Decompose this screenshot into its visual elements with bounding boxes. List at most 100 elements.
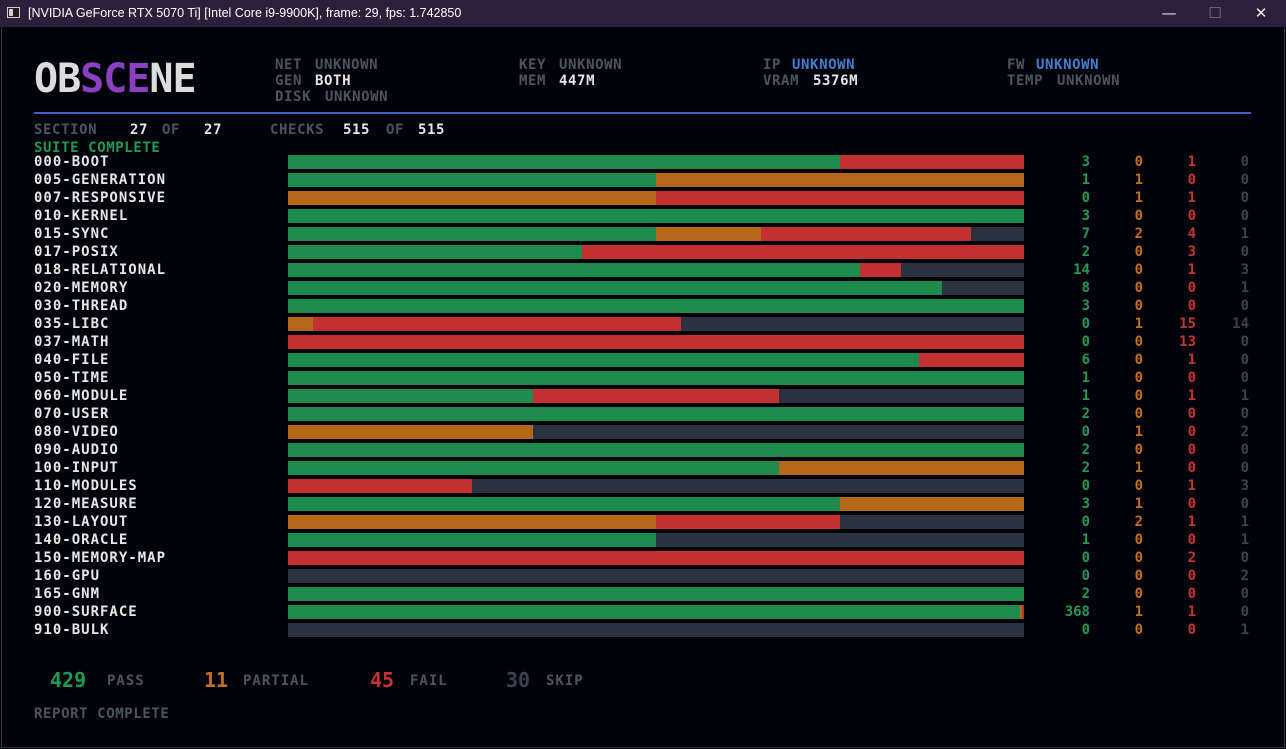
row-partial-count: 0 (1134, 550, 1143, 566)
close-button[interactable]: ✕ (1254, 4, 1268, 22)
row-pass-count: 3 (1081, 496, 1090, 512)
row-skip-count: 0 (1240, 460, 1249, 476)
row-skip-count: 0 (1240, 154, 1249, 170)
bar-segment-fail (860, 263, 902, 277)
bar-segment-fail (918, 353, 1024, 367)
test-row-bar (288, 281, 1024, 295)
bar-segment-pass (288, 587, 1024, 601)
row-fail-count: 15 (1179, 316, 1196, 332)
row-partial-count: 1 (1134, 604, 1143, 620)
maximize-button[interactable]: ☐ (1208, 4, 1222, 22)
checks-label: CHECKS (270, 122, 325, 138)
row-skip-count: 0 (1240, 586, 1249, 602)
row-skip-count: 3 (1240, 262, 1249, 278)
bar-segment-pass (288, 245, 583, 259)
bar-segment-pass (288, 407, 1024, 421)
test-row-bar (288, 245, 1024, 259)
row-fail-count: 1 (1187, 190, 1196, 206)
gen-value: BOTH (315, 73, 352, 89)
test-row-bar (288, 605, 1024, 619)
net-label: NET (275, 57, 303, 73)
bar-segment-fail (312, 317, 681, 331)
summary-partial-label: PARTIAL (243, 673, 310, 689)
bar-segment-fail (1022, 605, 1024, 619)
checks-of: OF (386, 122, 405, 138)
summary-partial-count: 11 (204, 668, 229, 692)
test-row-bar (288, 551, 1024, 565)
row-partial-count: 2 (1134, 226, 1143, 242)
bar-segment-fail (288, 551, 1024, 565)
row-fail-count: 0 (1187, 586, 1196, 602)
test-row-label: 020-MEMORY (34, 280, 129, 296)
bar-segment-partial (288, 425, 534, 439)
report-status: REPORT COMPLETE (34, 706, 170, 722)
ip-value: UNKNOWN (792, 57, 856, 73)
row-pass-count: 0 (1081, 514, 1090, 530)
test-row-label: 040-FILE (34, 352, 110, 368)
test-row-bar (288, 533, 1024, 547)
temp-label: TEMP (1007, 73, 1044, 89)
mem-label: MEM (519, 73, 547, 89)
row-pass-count: 0 (1081, 478, 1090, 494)
bar-segment-partial (1020, 605, 1022, 619)
test-row-label: 130-LAYOUT (34, 514, 129, 530)
row-pass-count: 2 (1081, 406, 1090, 422)
vram-value: 5376M (813, 73, 859, 89)
row-fail-count: 1 (1187, 262, 1196, 278)
summary-skip-label: SKIP (546, 673, 584, 689)
row-partial-count: 2 (1134, 514, 1143, 530)
row-pass-count: 0 (1081, 622, 1090, 638)
section-of: OF (162, 122, 181, 138)
minimize-button[interactable]: — (1161, 4, 1177, 22)
bar-segment-pass (288, 227, 656, 241)
row-partial-count: 0 (1134, 586, 1143, 602)
suite-status: SUITE COMPLETE (34, 140, 161, 156)
fw-value: UNKNOWN (1036, 57, 1100, 73)
test-row-label: 150-MEMORY-MAP (34, 550, 167, 566)
bar-segment-fail (840, 155, 1024, 169)
row-fail-count: 1 (1187, 604, 1196, 620)
row-fail-count: 0 (1187, 172, 1196, 188)
row-skip-count: 0 (1240, 442, 1249, 458)
bar-segment-pass (288, 461, 779, 475)
test-row-label: 080-VIDEO (34, 424, 119, 440)
row-skip-count: 0 (1240, 370, 1249, 386)
row-skip-count: 2 (1240, 568, 1249, 584)
bar-segment-pass (288, 263, 861, 277)
vram-label: VRAM (763, 73, 800, 89)
bar-segment-partial (840, 497, 1024, 511)
test-row-bar (288, 425, 1024, 439)
bar-segment-partial (656, 227, 762, 241)
row-skip-count: 0 (1240, 172, 1249, 188)
row-partial-count: 1 (1134, 316, 1143, 332)
row-pass-count: 6 (1081, 352, 1090, 368)
title-bar[interactable]: [NVIDIA GeForce RTX 5070 Ti] [Intel Core… (0, 0, 1286, 27)
test-row-bar (288, 173, 1024, 187)
row-skip-count: 0 (1240, 496, 1249, 512)
bar-segment-fail (656, 515, 840, 529)
row-pass-count: 1 (1081, 388, 1090, 404)
row-skip-count: 1 (1240, 226, 1249, 242)
bar-segment-partial (778, 461, 1024, 475)
test-row-bar (288, 515, 1024, 529)
bar-segment-pass (288, 497, 840, 511)
row-skip-count: 0 (1240, 604, 1249, 620)
bar-segment-pass (288, 389, 534, 403)
row-partial-count: 1 (1134, 172, 1143, 188)
test-row-bar (288, 623, 1024, 637)
row-skip-count: 1 (1240, 514, 1249, 530)
bar-segment-pass (288, 533, 656, 547)
test-row-bar (288, 335, 1024, 349)
bar-segment-pass (288, 173, 656, 187)
test-row-label: 120-MEASURE (34, 496, 138, 512)
row-pass-count: 0 (1081, 190, 1090, 206)
section-current: 27 (130, 122, 149, 138)
row-pass-count: 1 (1081, 532, 1090, 548)
disk-value: UNKNOWN (325, 89, 389, 105)
row-fail-count: 1 (1187, 514, 1196, 530)
test-row-bar (288, 389, 1024, 403)
test-row-label: 910-BULK (34, 622, 110, 638)
test-row-label: 060-MODULE (34, 388, 129, 404)
test-row-label: 165-GNM (34, 586, 101, 602)
row-partial-count: 1 (1134, 190, 1143, 206)
